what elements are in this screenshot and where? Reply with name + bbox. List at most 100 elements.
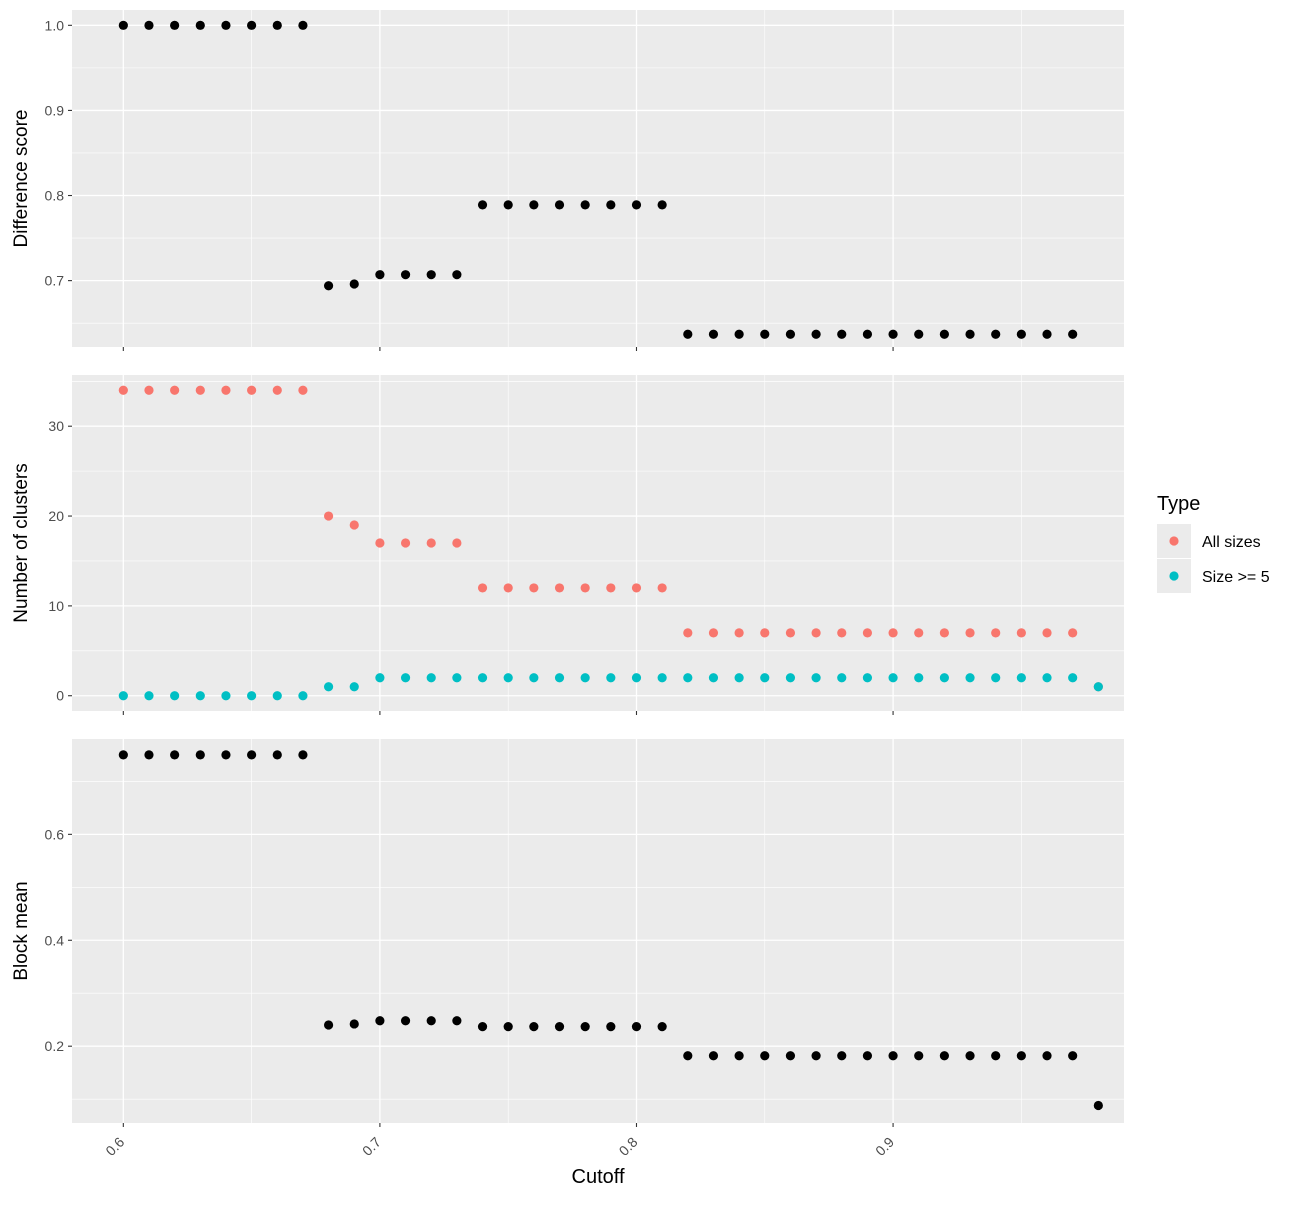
data-point xyxy=(323,1020,334,1030)
data-point xyxy=(118,385,128,395)
data-point xyxy=(195,691,205,701)
data-point xyxy=(785,329,796,339)
data-point xyxy=(477,1022,488,1032)
data-point xyxy=(965,673,975,683)
data-point xyxy=(554,583,565,593)
data-point xyxy=(631,1022,642,1032)
panel-2: 0 10 20 30 Number of clusters xyxy=(11,375,1124,715)
data-point xyxy=(272,385,282,395)
legend-item-label: All sizes xyxy=(1202,534,1261,551)
data-point xyxy=(631,673,642,683)
data-point xyxy=(1042,1051,1052,1061)
data-point xyxy=(400,673,411,683)
y-tick-label: 30 xyxy=(48,418,64,434)
data-point xyxy=(914,628,924,638)
data-point xyxy=(323,511,334,521)
data-point xyxy=(503,1022,513,1032)
data-point xyxy=(837,329,847,339)
data-point xyxy=(760,628,770,638)
data-point xyxy=(170,691,180,701)
data-point xyxy=(683,329,693,339)
data-point xyxy=(170,750,180,760)
data-point xyxy=(734,673,744,683)
y-tick-label: 0.6 xyxy=(45,826,65,842)
y-axis-label: Block mean xyxy=(11,881,32,980)
data-point xyxy=(426,1016,436,1026)
data-point xyxy=(554,200,565,210)
data-point xyxy=(477,673,488,683)
data-point xyxy=(298,20,308,30)
data-point xyxy=(580,583,590,593)
data-point xyxy=(400,1016,411,1026)
data-point xyxy=(118,20,128,30)
data-point xyxy=(272,750,282,760)
data-point xyxy=(811,329,821,339)
data-point xyxy=(247,750,257,760)
data-point xyxy=(862,1051,873,1061)
data-point xyxy=(939,628,949,638)
data-point xyxy=(837,628,847,638)
data-point xyxy=(631,200,642,210)
data-point xyxy=(1016,628,1026,638)
data-point xyxy=(118,691,128,701)
data-point xyxy=(375,1016,385,1026)
data-point xyxy=(657,200,667,210)
data-point xyxy=(477,583,488,593)
data-point xyxy=(272,691,282,701)
data-point xyxy=(760,673,770,683)
data-point xyxy=(298,385,308,395)
data-point xyxy=(221,691,231,701)
data-point xyxy=(965,329,975,339)
data-point xyxy=(965,1051,975,1061)
data-point xyxy=(221,20,231,30)
x-tick-label: 0.8 xyxy=(616,1134,641,1159)
data-point xyxy=(272,20,282,30)
data-point xyxy=(298,750,308,760)
data-point xyxy=(939,673,949,683)
data-point xyxy=(323,682,334,692)
data-point xyxy=(221,385,231,395)
data-point xyxy=(247,691,257,701)
y-tick-label: 0 xyxy=(56,688,64,704)
data-point xyxy=(400,270,411,280)
data-point xyxy=(247,20,257,30)
legend-key-point xyxy=(1169,536,1179,546)
data-point xyxy=(1016,329,1026,339)
data-point xyxy=(477,200,488,210)
panel-background xyxy=(72,10,1124,347)
data-point xyxy=(888,673,898,683)
data-point xyxy=(991,329,1001,339)
data-point xyxy=(708,628,719,638)
legend-key-point xyxy=(1169,571,1179,581)
panel-background xyxy=(72,375,1124,711)
legend: Type All sizes Size >= 5 xyxy=(1157,493,1270,593)
data-point xyxy=(708,673,719,683)
y-tick-label: 20 xyxy=(48,508,64,524)
data-point xyxy=(503,200,513,210)
panel-1: 0.7 0.8 0.9 1.0 Difference score xyxy=(11,10,1124,351)
y-tick-label: 0.2 xyxy=(45,1038,65,1054)
data-point xyxy=(862,329,873,339)
data-point xyxy=(631,583,642,593)
data-point xyxy=(349,520,359,530)
data-point xyxy=(195,20,205,30)
data-point xyxy=(323,281,334,291)
data-point xyxy=(914,329,924,339)
data-point xyxy=(888,329,898,339)
data-point xyxy=(606,583,616,593)
data-point xyxy=(683,1051,693,1061)
data-point xyxy=(426,673,436,683)
data-point xyxy=(426,270,436,280)
legend-title: Type xyxy=(1157,493,1200,515)
data-point xyxy=(708,329,719,339)
data-point xyxy=(708,1051,719,1061)
data-point xyxy=(1042,673,1052,683)
data-point xyxy=(554,673,565,683)
data-point xyxy=(144,691,154,701)
data-point xyxy=(221,750,231,760)
data-point xyxy=(503,673,513,683)
data-point xyxy=(529,583,539,593)
data-point xyxy=(939,329,949,339)
data-point xyxy=(1016,673,1026,683)
